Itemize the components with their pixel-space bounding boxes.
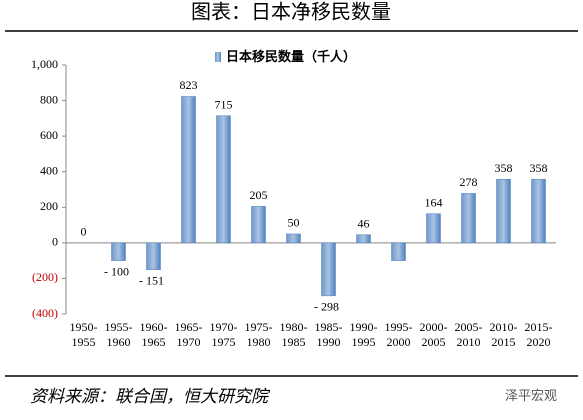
- bar: [496, 178, 511, 244]
- value-label: 358: [530, 161, 548, 175]
- value-label: - 100: [104, 264, 129, 278]
- bar: [286, 233, 301, 244]
- legend-label: 日本移民数量（千人）: [226, 49, 356, 64]
- bar: [111, 242, 126, 261]
- y-tick-label: 800: [40, 92, 58, 106]
- x-tick-label: 1960-1965: [140, 320, 168, 349]
- value-label: 278: [460, 175, 478, 189]
- x-tick-label: 1995-2000: [385, 320, 413, 349]
- y-tick-label: (400): [32, 306, 58, 320]
- source-note: 资料来源：联合国，恒大研究院: [30, 387, 271, 406]
- y-tick-label: 600: [40, 128, 58, 142]
- chart-title: 图表：日本净移民数量: [191, 1, 391, 24]
- bar: [356, 234, 371, 244]
- bar: [531, 178, 546, 244]
- bar: [321, 242, 336, 297]
- x-tick-label: 2010-2015: [490, 320, 518, 349]
- x-tick-label: 1955-1960: [105, 320, 133, 349]
- bar: [391, 242, 406, 261]
- x-tick-label: 2000-2005: [420, 320, 448, 349]
- y-tick-label: 200: [40, 199, 58, 213]
- value-label: 358: [495, 161, 513, 175]
- bar: [146, 242, 161, 270]
- value-label: 823: [180, 78, 198, 92]
- value-label: - 298: [314, 300, 339, 314]
- value-label: 205: [250, 188, 268, 202]
- bar: [181, 96, 196, 244]
- value-label: 0: [81, 225, 87, 239]
- x-tick-label: 2015-2020: [525, 320, 553, 349]
- value-label: 164: [425, 195, 443, 209]
- x-tick-label: 1975-1980: [245, 320, 273, 349]
- value-label: 50: [288, 216, 300, 230]
- x-tick-label: 1980-1985: [280, 320, 308, 349]
- y-tick-label: 0: [52, 235, 58, 249]
- value-label: 46: [358, 216, 370, 230]
- bar: [216, 115, 231, 244]
- x-tick-label: 1950-1955: [70, 320, 98, 349]
- x-tick-label: 1990-1995: [350, 320, 378, 349]
- bar: [461, 193, 476, 244]
- x-tick-label: 2005-2010: [455, 320, 483, 349]
- x-tick-label: 1985-1990: [315, 320, 343, 349]
- value-label: 715: [215, 97, 233, 111]
- x-tick-label: 1970-1975: [210, 320, 238, 349]
- x-tick-label: 1965-1970: [175, 320, 203, 349]
- legend-swatch: [215, 52, 221, 62]
- y-tick-label: (200): [32, 270, 58, 284]
- watermark: 泽平宏观: [505, 388, 557, 403]
- bar: [251, 206, 266, 244]
- value-label: - 151: [139, 273, 164, 287]
- y-tick-label: 400: [40, 163, 58, 177]
- y-tick-label: 1,000: [31, 57, 58, 71]
- bar: [426, 213, 441, 244]
